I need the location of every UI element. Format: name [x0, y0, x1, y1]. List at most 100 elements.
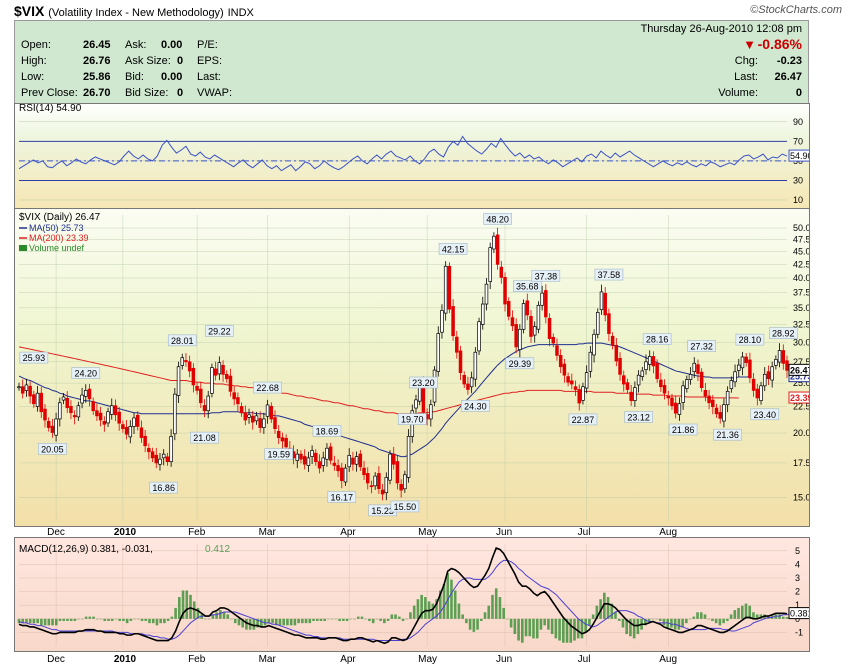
candle-body — [555, 345, 559, 356]
rsi-tick-label: 70 — [793, 136, 803, 146]
candle-body — [232, 392, 236, 400]
macd-histogram-bar — [550, 618, 554, 635]
candle-body — [666, 395, 671, 399]
macd-histogram-bar — [181, 590, 185, 619]
rsi-line — [18, 135, 788, 172]
macd-histogram-bar — [569, 618, 573, 643]
candle-body — [399, 483, 403, 491]
macd-histogram-bar — [509, 618, 513, 628]
macd-histogram-bar — [95, 618, 99, 620]
candle-body — [187, 361, 192, 372]
price-annotation-label: 22.87 — [572, 415, 595, 425]
macd-histogram-bar — [699, 612, 703, 619]
macd-histogram-bar — [178, 597, 181, 619]
candle-body — [332, 462, 337, 466]
macd-histogram-bar — [539, 618, 543, 630]
price-tick-label: 15.0 — [793, 492, 809, 502]
macd-histogram-bar — [282, 618, 285, 626]
price-annotation-label: 16.86 — [152, 483, 175, 493]
price-annotation-box — [38, 443, 67, 455]
candle-body — [210, 367, 214, 394]
candle-body — [670, 397, 674, 407]
macd-histogram-bar — [502, 607, 505, 619]
macd-histogram-bar — [204, 618, 207, 620]
price-annotation-box — [642, 333, 672, 345]
price-annotation-box — [594, 268, 624, 281]
macd-histogram-bar — [565, 618, 569, 643]
macd-histogram-bar — [651, 618, 655, 620]
candle-body — [725, 390, 730, 406]
price-annotation-box — [409, 376, 438, 389]
candle-body — [714, 407, 719, 415]
ma200-last-value: 23.39 — [790, 393, 809, 403]
price-annotation-box — [750, 408, 780, 421]
macd-histogram-bar — [319, 618, 323, 621]
candle-body — [265, 404, 270, 417]
candle-body — [785, 360, 789, 371]
macd-histogram-bar — [99, 618, 103, 620]
macd-histogram-bar — [47, 618, 51, 626]
candle-body — [50, 425, 55, 433]
price-chart: 15.0 17.5 20.0 22.5 25.0 27.5 30.0 32.5 35.0 37.5… — [17, 212, 809, 521]
price-annotation-label: 23.40 — [753, 410, 776, 420]
price-annotation-label: 21.08 — [193, 433, 216, 443]
price-legend-ma50: MA(50) 25.73 — [29, 223, 84, 233]
candle-body — [640, 370, 645, 377]
x-axis-label: Feb — [188, 654, 206, 665]
candle-body — [629, 391, 633, 401]
macd-histogram-bar — [125, 618, 129, 624]
macd-histogram-bar — [379, 618, 382, 621]
price-legend-main: $VIX (Daily) 26.47 — [19, 212, 101, 223]
ask-value: 0.00 — [161, 39, 183, 51]
price-annotation-box — [149, 481, 178, 494]
macd-histogram-bar — [81, 618, 84, 620]
bid-label: Bid: — [125, 71, 144, 83]
price-annotation-label: 25.93 — [23, 353, 46, 363]
last-label-mid: Last: — [197, 71, 221, 83]
ask-label: Ask: — [125, 39, 147, 51]
candle-body — [377, 473, 381, 490]
x-axis-top: Dec 2010 Feb Mar Apr May Jun Jul Aug — [47, 527, 677, 537]
x-axis-label: Aug — [659, 527, 677, 537]
candle-body — [161, 453, 166, 459]
macd-histogram-bar — [17, 618, 21, 624]
macd-histogram-bar — [479, 618, 483, 621]
macd-histogram-bar — [308, 618, 312, 624]
macd-histogram-bar — [591, 614, 595, 619]
rsi-tick-label: 90 — [793, 117, 803, 127]
macd-tick-label: 1 — [795, 600, 800, 610]
eps-label: EPS: — [197, 55, 223, 67]
candle-body — [603, 292, 607, 316]
down-arrow-icon: ▼ — [743, 37, 756, 52]
macd-histogram-bar — [681, 618, 684, 628]
macd-histogram-bar — [770, 614, 774, 619]
macd-histogram-bar — [595, 605, 599, 619]
candle-body — [54, 418, 58, 436]
candle-body — [76, 405, 81, 418]
candle-body — [310, 450, 314, 457]
high-value: 26.76 — [83, 55, 111, 67]
candle-body — [755, 388, 760, 399]
candle-body — [388, 453, 392, 481]
candle-body — [677, 403, 682, 415]
price-annotation-label: 23.20 — [412, 378, 435, 388]
price-annotation-box — [327, 491, 357, 503]
macd-histogram-bar — [528, 618, 532, 637]
rsi-last-value: 54.90 — [790, 151, 809, 161]
macd-histogram-bar — [714, 618, 718, 624]
macd-histogram-bar — [43, 618, 47, 626]
candle-body — [484, 283, 489, 305]
bid-value: 0.00 — [161, 71, 183, 83]
macd-histogram-bar — [368, 618, 371, 621]
macd-histogram-bar — [453, 590, 457, 619]
candle-body — [95, 410, 99, 417]
candle-body — [58, 402, 62, 420]
candle-body — [748, 359, 752, 379]
candle-body — [143, 435, 147, 447]
candle-body — [414, 399, 418, 409]
macd-histogram-bar — [330, 618, 334, 620]
exchange: INDX — [227, 7, 254, 19]
open-label: Open: — [21, 39, 51, 51]
price-legend-volume: Volume undef — [29, 243, 85, 253]
